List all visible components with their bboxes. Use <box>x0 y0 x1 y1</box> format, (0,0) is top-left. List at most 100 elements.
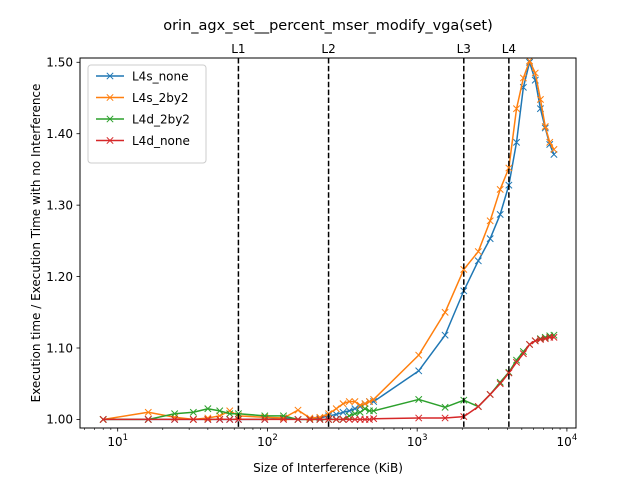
data-point-l4s-none <box>486 235 494 243</box>
data-point-l4d-none <box>512 358 521 366</box>
data-point-l4d-none <box>204 415 212 423</box>
data-point-l4d-none <box>226 415 234 423</box>
data-point-l4d-none <box>531 337 539 345</box>
data-point-l4d-2by2 <box>226 410 234 418</box>
vline-label-l4: L4 <box>502 42 516 56</box>
data-point-l4d-2by2 <box>370 407 378 415</box>
data-point-l4s-2by2 <box>356 401 364 409</box>
data-point-l4s-2by2 <box>370 395 378 403</box>
legend-marker-l4s-none <box>106 72 114 80</box>
data-point-l4s-none <box>332 410 340 418</box>
data-point-l4s-2by2 <box>415 351 423 359</box>
data-point-l4s-none <box>441 331 449 339</box>
data-point-l4s-2by2 <box>365 398 374 406</box>
y-tick-label: 1.40 <box>46 127 73 141</box>
chart-title: orin_agx_set__percent_mser_modify_vga(se… <box>163 18 493 34</box>
data-point-l4s-2by2 <box>541 123 549 131</box>
legend-marker-l4s-2by2 <box>106 93 114 102</box>
legend-marker-l4d-2by2 <box>106 115 114 123</box>
data-point-l4d-none <box>316 415 324 423</box>
vline-label-l3: L3 <box>457 42 471 56</box>
data-point-l4s-2by2 <box>512 105 521 113</box>
data-point-l4d-2by2 <box>351 410 359 418</box>
data-point-l4s-2by2 <box>351 398 359 406</box>
data-point-l4s-2by2 <box>332 405 340 413</box>
data-point-l4s-none <box>550 150 558 158</box>
data-point-l4s-none <box>415 367 423 375</box>
x-axis: 101 102 103 104 <box>84 428 577 449</box>
data-point-l4d-2by2 <box>189 408 197 416</box>
data-point-l4d-none <box>541 335 549 343</box>
data-point-l4s-none <box>512 138 521 146</box>
y-tick-label: 1.30 <box>46 198 73 212</box>
data-point-l4s-none <box>339 408 347 416</box>
data-point-l4s-2by2 <box>294 406 302 414</box>
data-point-l4d-none <box>370 415 378 423</box>
data-point-l4d-none <box>496 380 504 388</box>
data-point-l4d-none <box>306 415 314 423</box>
data-point-l4d-none <box>261 415 269 423</box>
y-tick-label: 1.00 <box>46 413 73 427</box>
data-point-l4d-none <box>339 415 347 423</box>
data-point-l4s-2by2 <box>474 248 482 256</box>
data-point-l4d-none <box>216 415 224 423</box>
data-point-l4s-2by2 <box>486 217 494 225</box>
data-point-l4s-2by2 <box>339 400 347 408</box>
data-point-l4s-2by2 <box>536 95 544 103</box>
data-point-l4d-none <box>474 403 482 411</box>
legend-label-l4s-none: L4s_none <box>132 69 189 83</box>
x-axis-label: Size of Interference (KiB) <box>253 461 403 475</box>
x-tick-label: 101 <box>107 433 128 449</box>
data-point-l4d-none <box>171 415 179 423</box>
vline-label-l2: L2 <box>321 42 335 56</box>
data-point-l4d-none <box>415 414 423 422</box>
data-point-l4d-none <box>345 415 353 423</box>
data-point-l4d-2by2 <box>512 356 521 364</box>
y-tick-label: 1.10 <box>46 341 73 355</box>
data-point-l4s-2by2 <box>361 400 369 408</box>
y-tick-label: 1.20 <box>46 270 73 284</box>
data-point-l4s-2by2 <box>345 398 353 406</box>
x-tick-label: 102 <box>257 433 278 449</box>
data-point-l4s-none <box>496 210 504 218</box>
data-point-l4s-none <box>351 405 359 413</box>
legend-label-l4s-2by2: L4s_2by2 <box>132 91 189 105</box>
data-point-l4d-2by2 <box>361 405 369 413</box>
data-point-l4d-none <box>325 415 333 423</box>
data-point-l4s-2by2 <box>144 408 152 416</box>
data-point-l4d-2by2 <box>216 407 224 415</box>
data-point-l4d-2by2 <box>356 408 364 416</box>
y-axis: 1.00 1.10 1.20 1.30 1.40 1.50 <box>46 56 80 427</box>
data-point-l4d-none <box>550 333 558 341</box>
data-point-l4s-2by2 <box>441 308 449 316</box>
data-point-l4s-none <box>474 257 482 265</box>
data-point-l4d-2by2 <box>441 403 449 411</box>
y-tick-label: 1.50 <box>46 56 73 70</box>
data-point-l4d-none <box>189 415 197 423</box>
data-point-l4s-2by2 <box>526 58 534 65</box>
data-point-l4s-none <box>345 407 353 415</box>
x-tick-label: 104 <box>557 433 578 449</box>
data-point-l4d-none <box>486 390 494 398</box>
legend-box <box>87 64 207 164</box>
data-point-l4s-2by2 <box>531 69 539 77</box>
data-point-l4d-none <box>99 415 107 423</box>
data-point-l4d-none <box>519 350 527 358</box>
data-point-l4d-none <box>234 415 242 423</box>
series-group <box>99 58 558 423</box>
data-point-l4d-none <box>351 415 359 423</box>
data-point-l4d-2by2 <box>415 395 423 403</box>
data-point-l4d-none <box>294 415 302 423</box>
data-point-l4s-2by2 <box>460 265 468 273</box>
plot-area: L1 L2 L3 L4 <box>99 42 558 428</box>
data-point-l4s-2by2 <box>550 145 558 153</box>
plot-frame <box>79 57 577 429</box>
data-point-l4d-none <box>441 414 449 422</box>
data-point-l4d-none <box>144 415 152 423</box>
legend-marker-l4d-none <box>106 136 114 145</box>
data-point-l4d-none <box>505 369 513 377</box>
y-axis-label: Execution time / Execution Time with no … <box>29 84 43 403</box>
legend-label-l4d-2by2: L4d_2by2 <box>132 112 190 126</box>
data-point-l4d-none <box>526 340 534 348</box>
